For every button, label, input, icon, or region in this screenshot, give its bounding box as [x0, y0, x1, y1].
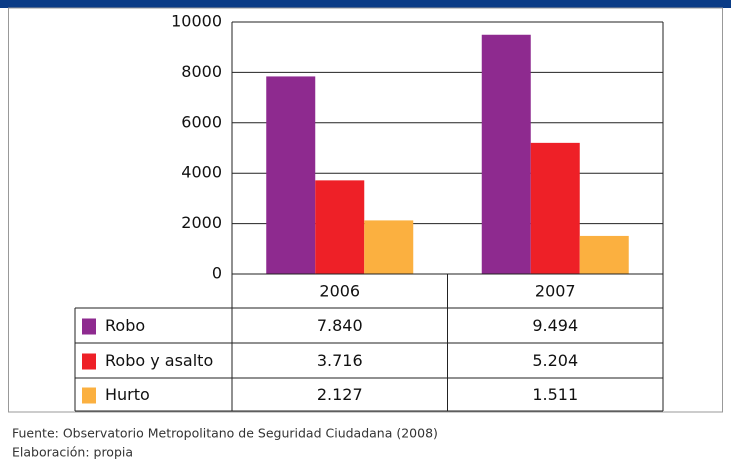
y-tick-label: 4000 [181, 163, 222, 182]
legend-swatch [82, 387, 96, 404]
bar [579, 235, 629, 274]
y-tick-label: 8000 [181, 62, 222, 81]
y-tick-label: 2000 [181, 213, 222, 232]
legend-label: Robo y asalto [105, 351, 213, 370]
value-label: 9.494 [532, 316, 578, 335]
value-label: 3.716 [317, 351, 363, 370]
bar [364, 220, 414, 274]
x-tick-label: 2006 [319, 282, 360, 301]
bar [481, 34, 531, 274]
y-tick-label: 6000 [181, 112, 222, 131]
bar [530, 142, 580, 274]
y-tick-label: 0 [212, 264, 222, 283]
value-label: 1.511 [532, 385, 578, 404]
source-note: Elaboración: propia [12, 445, 133, 460]
legend-swatch [82, 318, 96, 335]
value-label: 2.127 [317, 385, 363, 404]
legend-label: Hurto [105, 385, 150, 404]
frame [8, 7, 723, 413]
legend-swatch [82, 353, 96, 370]
value-label: 5.204 [532, 351, 578, 370]
bar [315, 180, 365, 274]
source-note: Fuente: Observatorio Metropolitano de Se… [12, 426, 438, 441]
x-tick-label: 2007 [535, 282, 576, 301]
value-label: 7.840 [317, 316, 363, 335]
header-bar [0, 0, 731, 8]
legend-label: Robo [105, 316, 145, 335]
y-tick-label: 10000 [171, 12, 222, 31]
bar [266, 76, 316, 274]
